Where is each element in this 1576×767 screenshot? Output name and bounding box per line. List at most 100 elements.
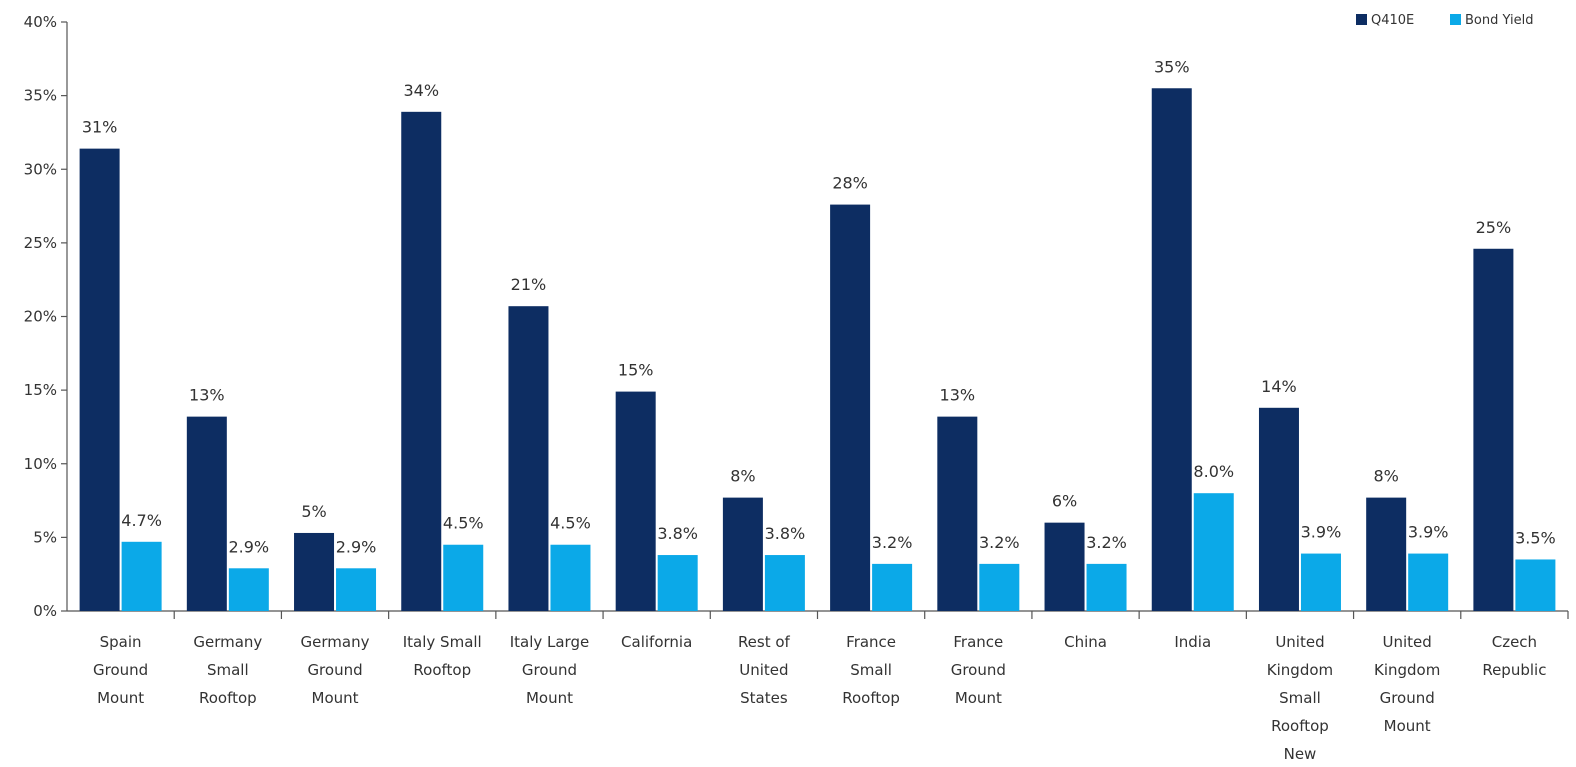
category-label-line: States bbox=[740, 689, 788, 707]
q410e-data-label: 13% bbox=[189, 386, 225, 405]
category-label-line: Rooftop bbox=[1271, 717, 1329, 735]
category-label-line: Kingdom bbox=[1267, 661, 1333, 679]
q410e-data-label: 5% bbox=[301, 502, 326, 521]
category-label-line: Mount bbox=[955, 689, 1002, 707]
bond-yield-data-label: 2.9% bbox=[336, 537, 377, 556]
category-label: Italy Large Ground Mount bbox=[510, 633, 590, 707]
category-label-line: Italy Large bbox=[510, 633, 590, 651]
q410e-data-label: 8% bbox=[730, 467, 755, 486]
y-tick-label: 10% bbox=[24, 455, 57, 473]
category-label: China bbox=[1064, 633, 1107, 651]
category-label: California bbox=[621, 633, 692, 651]
y-tick-label: 30% bbox=[24, 160, 57, 178]
y-tick-label: 15% bbox=[24, 381, 57, 399]
bond-yield-bar bbox=[657, 555, 698, 611]
bond-yield-data-label: 2.9% bbox=[228, 537, 269, 556]
q410e-data-label: 14% bbox=[1261, 377, 1297, 396]
bond-yield-bar bbox=[979, 563, 1020, 611]
category-label-line: Ground bbox=[951, 661, 1006, 679]
q410e-data-label: 13% bbox=[940, 386, 976, 405]
y-tick-label: 20% bbox=[24, 308, 57, 326]
bond-yield-bar bbox=[872, 563, 913, 611]
q410e-data-label: 34% bbox=[403, 81, 439, 100]
y-tick-label: 0% bbox=[33, 602, 57, 620]
category-label: France Ground Mount bbox=[951, 633, 1006, 707]
category-label-line: India bbox=[1174, 633, 1211, 651]
category-label-line: France bbox=[846, 633, 896, 651]
bond-yield-bar bbox=[1086, 563, 1127, 611]
category-label-line: Germany bbox=[193, 633, 262, 651]
q410e-bar bbox=[1044, 522, 1085, 611]
category-label-line: Mount bbox=[526, 689, 573, 707]
category-label-line: Czech bbox=[1492, 633, 1537, 651]
category-label-line: United bbox=[739, 661, 788, 679]
category-label-line: Rooftop bbox=[413, 661, 471, 679]
category-labels: Spain Ground Mount Germany Small Rooftop Germa… bbox=[93, 633, 1546, 763]
legend-label-bond-yield: Bond Yield bbox=[1465, 13, 1533, 28]
category-label-line: Mount bbox=[97, 689, 144, 707]
legend-swatch-bond-yield bbox=[1450, 14, 1461, 25]
category-label-line: Ground bbox=[307, 661, 362, 679]
bond-yield-bar bbox=[336, 568, 377, 611]
bond-yield-bar bbox=[443, 544, 484, 611]
q410e-data-label: 15% bbox=[618, 361, 654, 380]
category-label-line: Germany bbox=[301, 633, 370, 651]
category-label-line: Spain bbox=[100, 633, 142, 651]
q410e-bar bbox=[1151, 88, 1192, 611]
bond-yield-data-label: 3.8% bbox=[657, 524, 698, 543]
bond-yield-data-label: 3.8% bbox=[765, 524, 806, 543]
bond-yield-bar bbox=[1408, 553, 1449, 611]
category-label: France Small Rooftop bbox=[842, 633, 900, 707]
legend: Q410E Bond Yield bbox=[1356, 13, 1533, 28]
q410e-bar bbox=[186, 416, 227, 611]
category-label-line: Rest of bbox=[738, 633, 791, 651]
bond-yield-data-label: 3.2% bbox=[1086, 533, 1127, 552]
bond-yield-bar bbox=[764, 555, 805, 611]
x-axis bbox=[67, 610, 1569, 619]
category-label-line: France bbox=[953, 633, 1003, 651]
category-label-line: United bbox=[1383, 633, 1432, 651]
q410e-data-label: 6% bbox=[1052, 492, 1077, 511]
category-label-line: Rooftop bbox=[842, 689, 900, 707]
q410e-data-label: 28% bbox=[832, 174, 868, 193]
q410e-bar bbox=[294, 532, 335, 611]
q410e-bar bbox=[830, 204, 871, 611]
y-tick-label: 40% bbox=[24, 13, 57, 31]
category-label: India bbox=[1174, 633, 1211, 651]
bond-yield-data-label: 3.2% bbox=[872, 533, 913, 552]
bond-yield-data-label: 8.0% bbox=[1193, 462, 1234, 481]
category-label-line: Ground bbox=[93, 661, 148, 679]
y-tick-label: 25% bbox=[24, 234, 57, 252]
bond-yield-data-label: 3.2% bbox=[979, 533, 1020, 552]
category-label-line: Italy Small bbox=[403, 633, 482, 651]
category-label: Germany Ground Mount bbox=[301, 633, 370, 707]
bond-yield-data-label: 4.5% bbox=[550, 514, 591, 533]
q410e-bar bbox=[937, 416, 978, 611]
category-label-line: United bbox=[1275, 633, 1324, 651]
bond-yield-bar bbox=[1193, 493, 1234, 611]
q410e-bar bbox=[401, 111, 442, 611]
category-label-line: Republic bbox=[1482, 661, 1546, 679]
category-label: United Kingdom Ground Mount bbox=[1374, 633, 1440, 735]
category-label-line: Ground bbox=[1380, 689, 1435, 707]
q410e-data-label: 31% bbox=[82, 118, 118, 137]
bond-yield-data-label: 3.9% bbox=[1301, 523, 1342, 542]
q410e-bar bbox=[1258, 407, 1299, 611]
bond-yield-bar bbox=[550, 544, 591, 611]
q410e-data-label: 25% bbox=[1476, 218, 1512, 237]
bond-yield-data-label: 4.7% bbox=[121, 511, 162, 530]
category-label-line: Small bbox=[850, 661, 892, 679]
legend-label-q410e: Q410E bbox=[1371, 13, 1414, 28]
category-label: Czech Republic bbox=[1482, 633, 1546, 679]
bond-yield-data-label: 4.5% bbox=[443, 514, 484, 533]
bond-yield-data-label: 3.9% bbox=[1408, 523, 1449, 542]
category-label: United Kingdom Small Rooftop New bbox=[1267, 633, 1333, 763]
y-axis: 0% 5% 10% 15% 20% 25% 30% 35% 40% bbox=[24, 13, 68, 620]
q410e-bar bbox=[508, 306, 549, 611]
category-label-line: Ground bbox=[522, 661, 577, 679]
q410e-data-label: 35% bbox=[1154, 57, 1190, 76]
q410e-bar bbox=[1366, 497, 1407, 611]
category-label-line: China bbox=[1064, 633, 1107, 651]
category-label-line: Small bbox=[207, 661, 249, 679]
y-tick-label: 5% bbox=[33, 528, 57, 546]
